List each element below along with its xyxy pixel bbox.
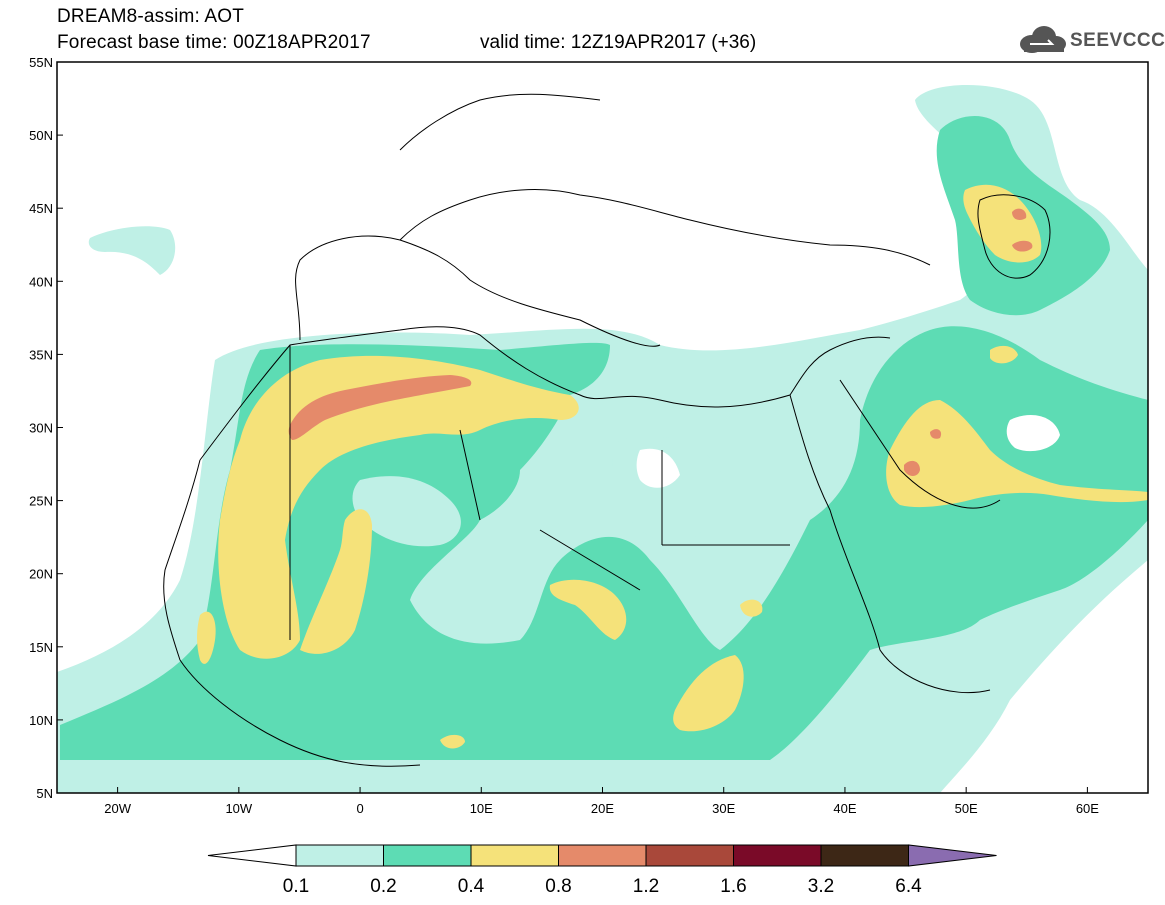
lat-label: 35N (29, 347, 53, 362)
lon-label: 60E (1076, 801, 1099, 816)
colorbar-segment (470, 844, 559, 867)
colorbar-label: 1.2 (633, 876, 659, 897)
lat-label: 40N (29, 274, 53, 289)
valid-time: valid time: 12Z19APR2017 (+36) (480, 32, 757, 53)
lat-label: 50N (29, 128, 53, 143)
lon-label: 40E (833, 801, 856, 816)
colorbar-label: 0.2 (370, 876, 396, 897)
colorbar-under-triangle (207, 844, 297, 867)
colorbar-segment (733, 844, 822, 867)
colorbar-label: 0.8 (545, 876, 571, 897)
chart-title: DREAM8-assim: AOT (57, 6, 245, 27)
colorbar-label: 0.1 (283, 876, 309, 897)
colorbar-label: 6.4 (895, 876, 922, 897)
lon-label: 10E (470, 801, 493, 816)
colorbar: 0.1 0.2 0.4 0.8 1.2 1.6 3.2 6.4 (207, 844, 997, 897)
lat-label: 10N (29, 713, 53, 728)
colorbar-label: 0.4 (458, 876, 485, 897)
colorbar-segment (820, 844, 909, 867)
lon-axis: 20W 10W 0 10E 20E 30E 40E 50E 60E (104, 787, 1099, 816)
colorbar-segment (645, 844, 734, 867)
colorbar-label: 3.2 (808, 876, 834, 897)
lat-label: 30N (29, 421, 53, 436)
lon-label: 20E (591, 801, 614, 816)
lat-label: 55N (29, 55, 53, 70)
lat-label: 45N (29, 201, 53, 216)
colorbar-label: 1.6 (720, 876, 746, 897)
lon-label: 0 (356, 801, 363, 816)
aot-field (57, 85, 1148, 793)
colorbar-segment (295, 844, 384, 867)
colorbar-over-triangle (908, 844, 997, 867)
seevccc-logo: SEEVCCC (1018, 24, 1165, 58)
logo-text: SEEVCCC (1070, 30, 1165, 51)
colorbar-segment (558, 844, 647, 867)
forecast-base-time: Forecast base time: 00Z18APR2017 (57, 32, 371, 53)
lon-label: 20W (104, 801, 131, 816)
lat-axis: 55N 50N 45N 40N 35N 30N 25N 20N 15N 10N 5N (29, 55, 63, 801)
lon-label: 30E (712, 801, 735, 816)
cloud-icon (1020, 26, 1066, 53)
lat-label: 25N (29, 494, 53, 509)
coastlines (163, 93, 1051, 767)
lat-label: 5N (36, 786, 53, 801)
lon-label: 10W (225, 801, 252, 816)
colorbar-segment (383, 844, 472, 867)
lat-label: 20N (29, 567, 53, 582)
lat-label: 15N (29, 640, 53, 655)
lon-label: 50E (955, 801, 978, 816)
